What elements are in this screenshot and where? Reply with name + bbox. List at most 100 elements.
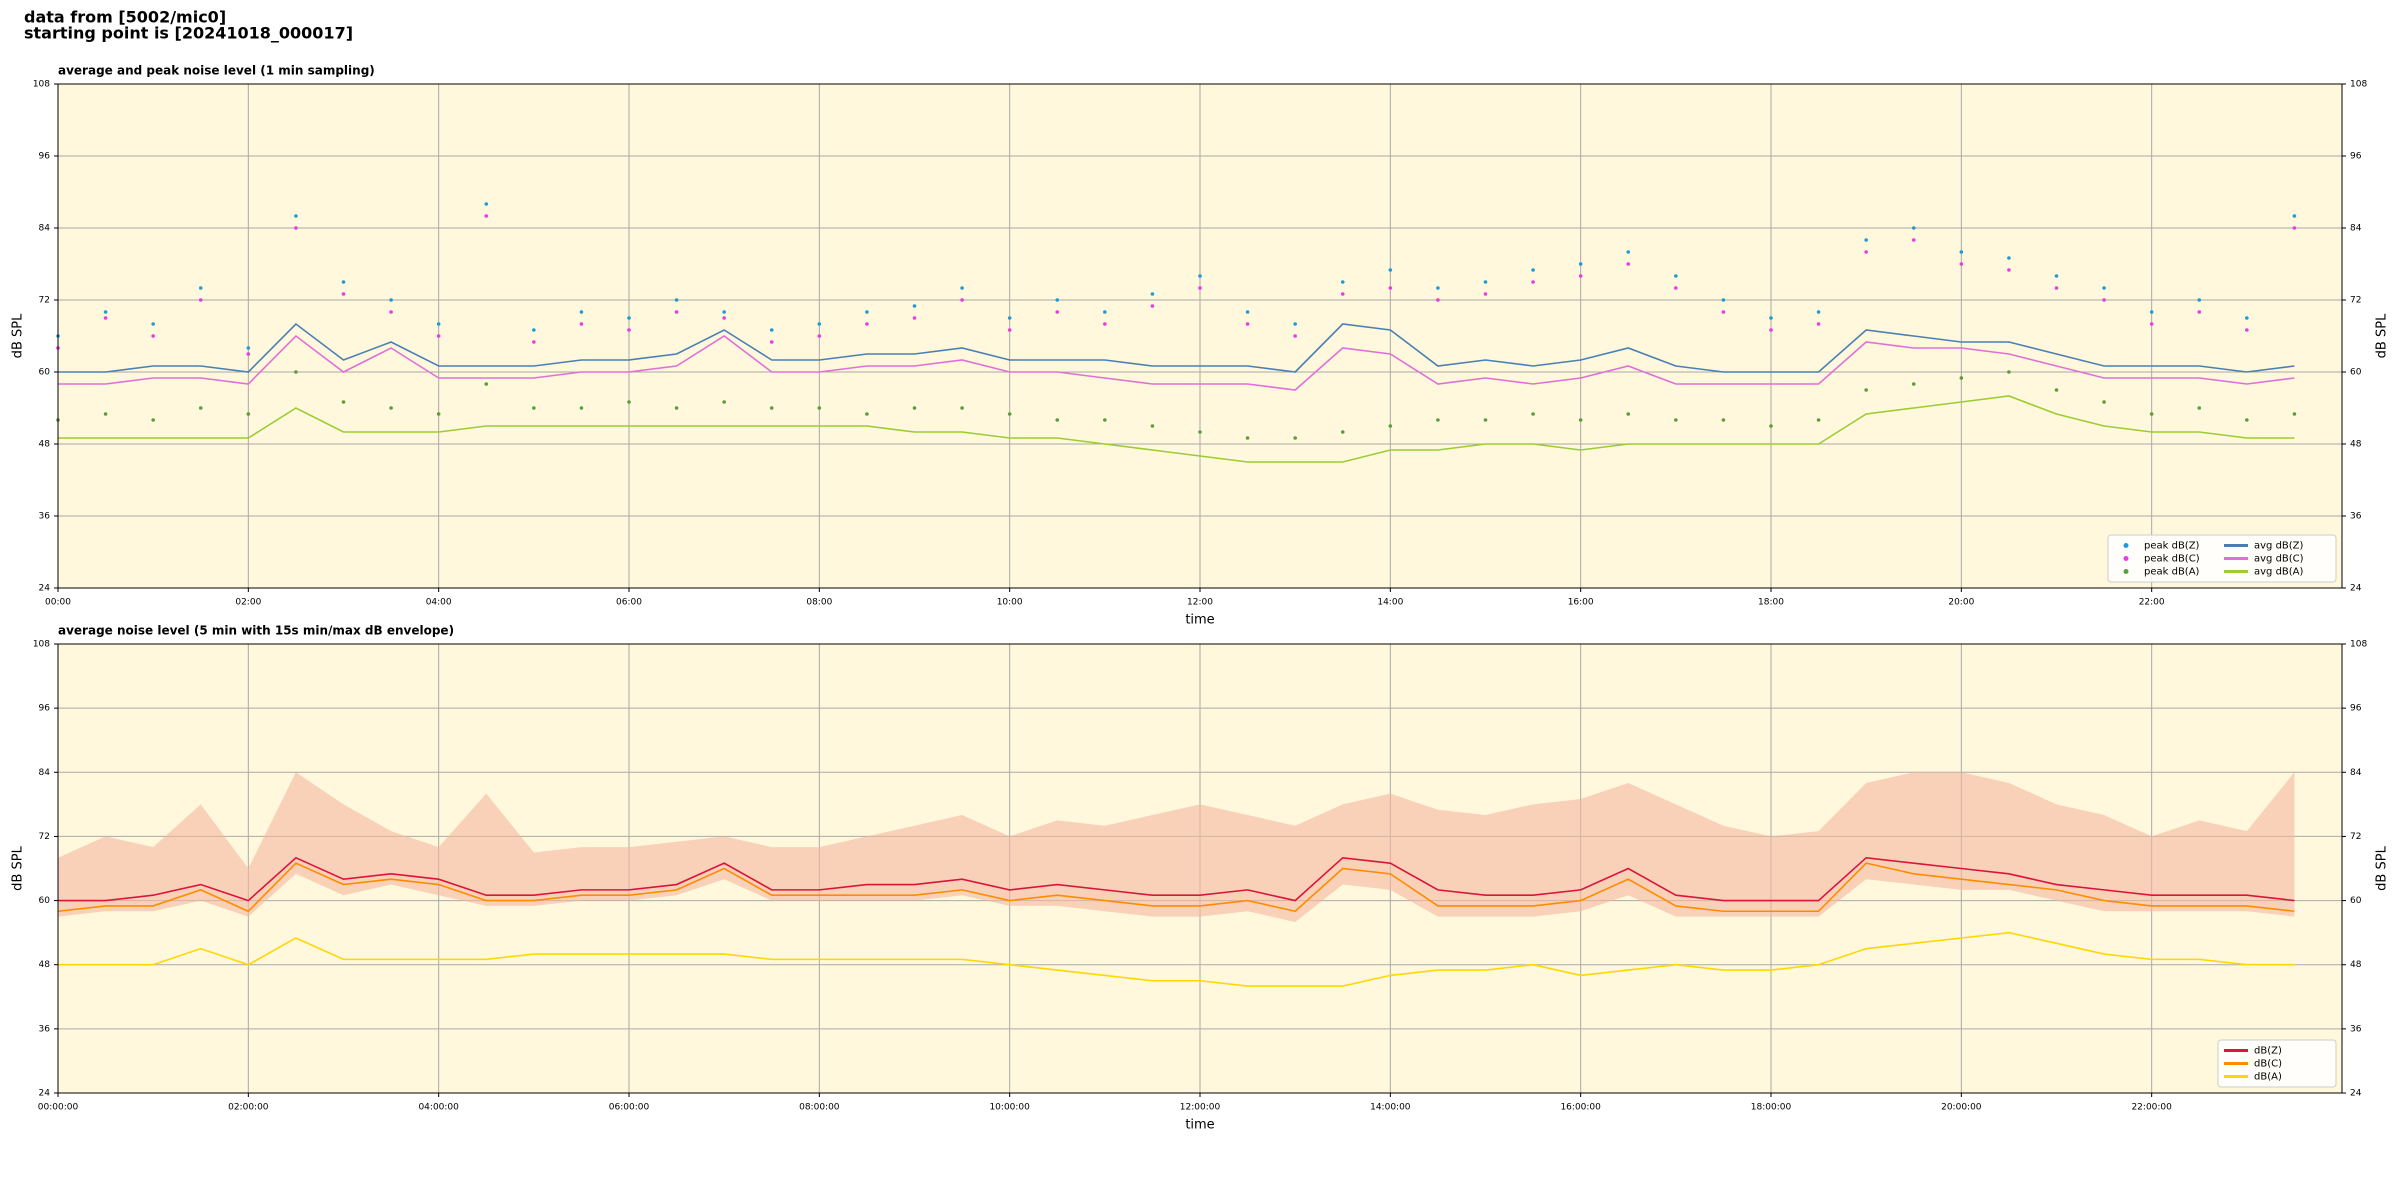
peak-point xyxy=(2007,268,2011,272)
peak-point xyxy=(103,316,108,320)
peak-point xyxy=(484,214,489,218)
x-tick-label: 02:00:00 xyxy=(228,1103,269,1113)
peak-point xyxy=(2197,406,2202,410)
peak-point xyxy=(960,298,964,302)
peak-point xyxy=(294,214,298,218)
peak-point xyxy=(1959,376,1964,380)
peak-point xyxy=(1007,412,1012,416)
peak-point xyxy=(1626,262,1631,266)
y-tick-label: 96 xyxy=(2350,152,2362,162)
peak-point xyxy=(151,334,155,338)
series-line xyxy=(57,862,2295,913)
peak-point xyxy=(1198,430,1202,434)
peak-point xyxy=(1721,310,1726,314)
peak-point xyxy=(151,418,155,422)
y-tick-label: 96 xyxy=(39,704,51,714)
peak-point xyxy=(2245,328,2249,332)
legend-label: dB(C) xyxy=(2254,1059,2282,1070)
x-tick-label: 04:00 xyxy=(426,598,452,608)
x-tick-label: 08:00 xyxy=(806,598,832,608)
y-tick-label: 36 xyxy=(39,1024,51,1034)
legend-label: avg dB(C) xyxy=(2254,554,2304,565)
peak-point xyxy=(2292,412,2297,416)
peak-point xyxy=(1103,310,1107,314)
y-tick-label: 48 xyxy=(2350,960,2362,970)
y-axis-label: dB SPL xyxy=(11,845,26,890)
peak-point xyxy=(1911,382,1916,386)
peak-point xyxy=(1245,436,1250,440)
peak-point xyxy=(1007,316,1012,320)
peak-point xyxy=(769,406,774,410)
peak-point xyxy=(2007,256,2011,260)
y-tick-label: 84 xyxy=(39,768,51,778)
x-axis-label: time xyxy=(1185,1118,1214,1133)
peak-point xyxy=(1578,262,1583,266)
peak-point xyxy=(1769,316,1773,320)
peak-point xyxy=(1721,418,1726,422)
x-tick-label: 00:00:00 xyxy=(38,1103,79,1113)
peak-point xyxy=(817,322,822,326)
peak-point xyxy=(1055,310,1060,314)
x-tick-label: 20:00 xyxy=(1948,598,1974,608)
legend-marker xyxy=(2123,569,2129,574)
peak-point xyxy=(1578,418,1583,422)
y-axis-label: dB SPL xyxy=(2375,313,2390,358)
peak-point xyxy=(436,334,441,338)
peak-point xyxy=(1436,298,1440,302)
peak-point xyxy=(1150,292,1155,296)
peak-point xyxy=(1578,274,1583,278)
peak-point xyxy=(674,298,679,302)
peak-point xyxy=(1340,280,1345,284)
peak-point xyxy=(246,352,251,356)
peak-point xyxy=(1483,280,1488,284)
chart-title: average noise level (5 min with 15s min/… xyxy=(58,624,454,638)
peak-point xyxy=(1816,418,1821,422)
peak-point xyxy=(2149,412,2154,416)
peak-point xyxy=(769,328,774,332)
peak-point xyxy=(484,202,489,206)
peak-point xyxy=(1769,328,1773,332)
peak-point xyxy=(1340,430,1345,434)
peak-point xyxy=(1959,250,1964,254)
y-tick-label: 60 xyxy=(2350,896,2362,906)
legend-label: peak dB(Z) xyxy=(2144,541,2200,552)
y-tick-label: 72 xyxy=(39,296,50,306)
legend-label: dB(Z) xyxy=(2254,1046,2282,1057)
x-tick-label: 10:00 xyxy=(997,598,1023,608)
peak-point xyxy=(1150,304,1155,308)
x-tick-label: 22:00:00 xyxy=(2131,1103,2172,1113)
peak-point xyxy=(1769,424,1773,428)
peak-point xyxy=(817,334,822,338)
peak-point xyxy=(2149,310,2154,314)
y-tick-label: 60 xyxy=(39,368,51,378)
peak-point xyxy=(1531,280,1535,284)
y-tick-label: 24 xyxy=(39,1089,51,1099)
peak-point xyxy=(2102,298,2106,302)
peak-point xyxy=(1816,322,1821,326)
y-tick-label: 84 xyxy=(39,224,51,234)
peak-point xyxy=(1293,322,1297,326)
y-tick-label: 48 xyxy=(39,960,51,970)
legend-box xyxy=(2107,534,2337,583)
peak-point xyxy=(579,406,584,410)
peak-point xyxy=(198,298,203,302)
peak-point xyxy=(1959,262,1964,266)
peak-point xyxy=(389,298,393,302)
peak-point xyxy=(1483,292,1488,296)
peak-point xyxy=(817,406,822,410)
x-tick-label: 20:00:00 xyxy=(1941,1103,1982,1113)
peak-point xyxy=(103,310,108,314)
peak-point xyxy=(1864,388,1868,392)
peak-point xyxy=(722,400,726,404)
peak-point xyxy=(912,304,917,308)
peak-point xyxy=(1674,418,1678,422)
y-tick-label: 36 xyxy=(2350,512,2362,522)
y-tick-label: 72 xyxy=(2350,296,2361,306)
series-line xyxy=(58,856,2295,902)
legend-marker xyxy=(2123,556,2129,561)
peak-point xyxy=(1674,286,1678,290)
x-tick-label: 06:00:00 xyxy=(609,1103,650,1113)
y-tick-label: 84 xyxy=(2350,768,2362,778)
x-tick-label: 18:00:00 xyxy=(1751,1103,1792,1113)
